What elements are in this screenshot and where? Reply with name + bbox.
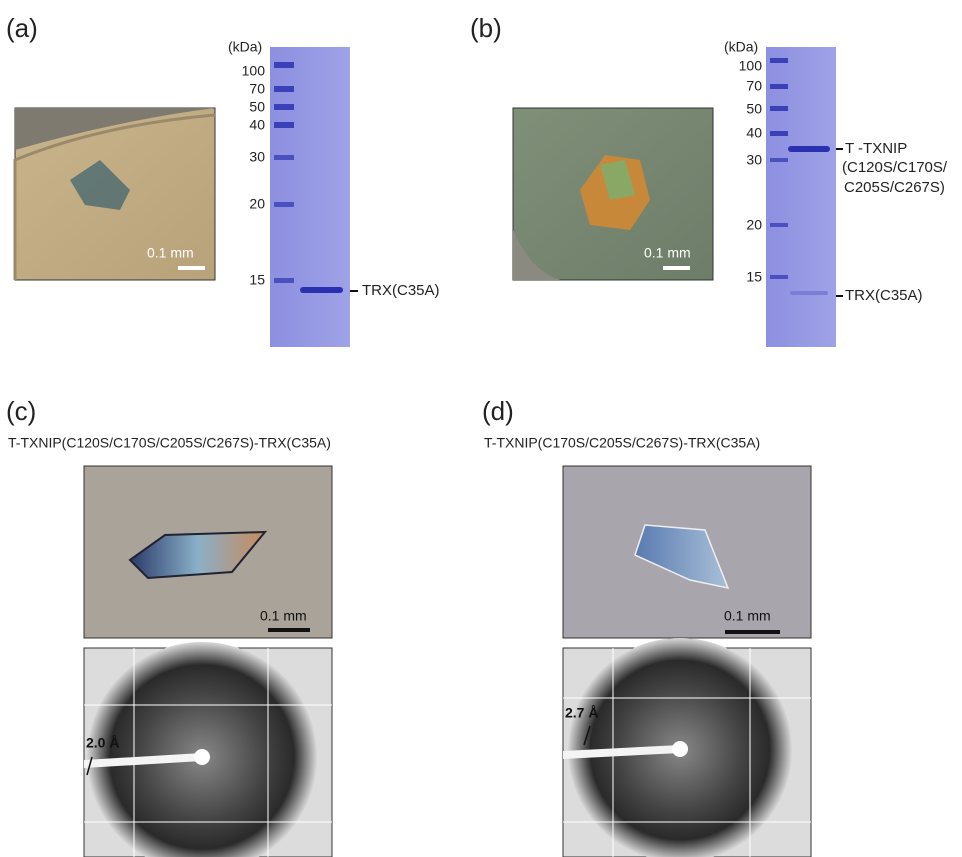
marker-label: 50 [746,101,762,117]
marker-label: 20 [249,196,265,212]
panel-title: T-TXNIP(C120S/C170S/C205S/C267S)-TRX(C35… [8,435,331,451]
marker-label: 15 [249,272,265,288]
marker-label: 30 [249,149,265,165]
marker-label: 40 [249,117,265,133]
band-label: (C120S/C170S/ [842,159,948,176]
band-label: T -TXNIP [845,140,907,157]
marker-label: 70 [746,78,762,94]
marker-label: 100 [242,63,266,79]
gel: (kDa) 100 70 50 40 30 20 15 T -TXNIP (C1… [724,39,948,347]
marker-label: 100 [739,58,763,74]
diffraction-image: 2.7 Å [563,638,811,857]
gel: (kDa) 100 70 50 40 30 20 15 TRX(C35A) [228,39,440,347]
band-label: TRX(C35A) [362,282,440,299]
panel-title: T-TXNIP(C170S/C205S/C267S)-TRX(C35A) [484,435,760,451]
scale-label: 0.1 mm [644,245,691,261]
band-label: C205S/C267S) [844,179,945,196]
band-label: TRX(C35A) [845,287,923,304]
panel-label: (a) [6,13,38,43]
marker-label: 30 [746,152,762,168]
crystal-photo: 0.1 mm [513,108,713,280]
scale-label: 0.1 mm [147,245,194,261]
gel-unit: (kDa) [724,39,758,55]
marker-label: 70 [249,81,265,97]
resolution-label: 2.0 Å [86,735,119,751]
gel-unit: (kDa) [228,39,262,55]
panel-label: (c) [6,396,36,426]
marker-label: 40 [746,125,762,141]
crystal-photo: 0.1 mm [563,466,811,638]
resolution-label: 2.7 Å [565,705,598,721]
crystal-photo: 0.1 mm [15,108,215,280]
panel-label: (d) [482,396,514,426]
marker-label: 50 [249,99,265,115]
diffraction-image: 2.0 Å [84,642,332,857]
panel-label: (b) [470,13,502,43]
scale-label: 0.1 mm [724,608,771,624]
marker-label: 20 [746,217,762,233]
crystal-photo: 0.1 mm [84,466,332,638]
scale-label: 0.1 mm [260,608,307,624]
marker-label: 15 [746,269,762,285]
figure: (a) 0.1 mm (kDa) 100 70 50 40 30 20 15 T… [0,0,962,857]
